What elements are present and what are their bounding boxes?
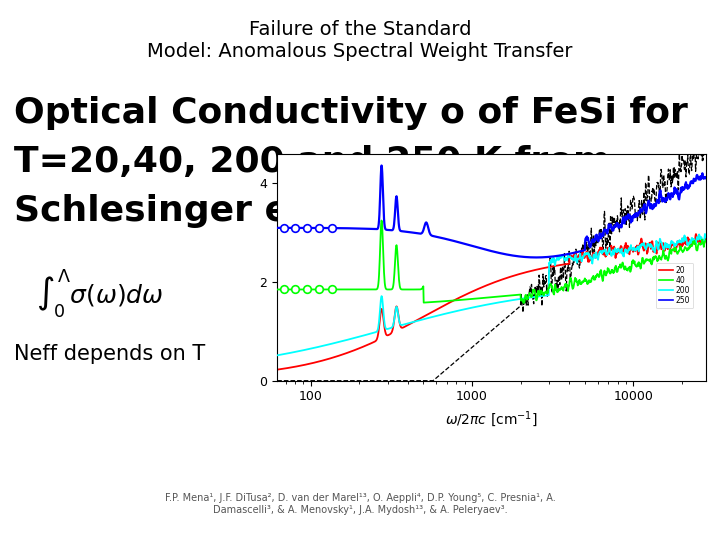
Text: Model: Anomalous Spectral Weight Transfer: Model: Anomalous Spectral Weight Transfe… <box>148 42 572 61</box>
Legend: 20, 40, 200, 250: 20, 40, 200, 250 <box>656 262 693 308</box>
Text: Optical Conductivity o of FeSi for: Optical Conductivity o of FeSi for <box>14 97 688 130</box>
Text: $\int_0^\Lambda \sigma(\omega)d\omega$: $\int_0^\Lambda \sigma(\omega)d\omega$ <box>36 268 163 321</box>
Text: F.P. Mena¹, J.F. DiTusa², D. van der Marel¹³, O. Aeppli⁴, D.P. Young⁵, C. Presni: F.P. Mena¹, J.F. DiTusa², D. van der Mar… <box>165 493 555 503</box>
X-axis label: $\omega/2\pi c\ [\mathrm{cm}^{-1}]$: $\omega/2\pi c\ [\mathrm{cm}^{-1}]$ <box>445 409 538 429</box>
Text: T=20,40, 200 and 250 K from: T=20,40, 200 and 250 K from <box>14 145 611 179</box>
Text: Neff depends on T: Neff depends on T <box>14 343 206 364</box>
Text: Damascelli³, & A. Menovsky¹, J.A. Mydosh¹³, & A. Peleryaev³.: Damascelli³, & A. Menovsky¹, J.A. Mydosh… <box>212 505 508 515</box>
Text: Schlesinger et.al (1993): Schlesinger et.al (1993) <box>14 194 504 227</box>
Text: Failure of the Standard: Failure of the Standard <box>248 20 472 39</box>
